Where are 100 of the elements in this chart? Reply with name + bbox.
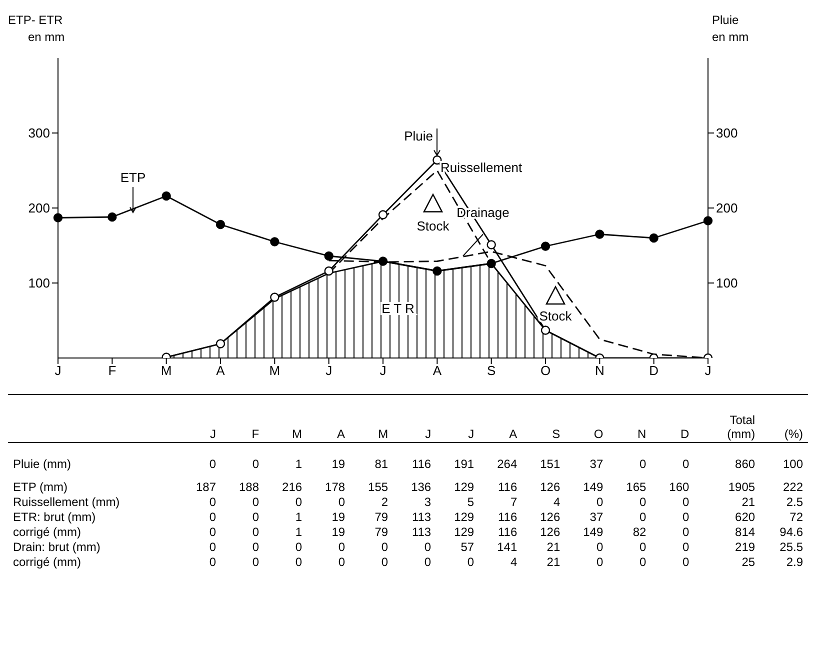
- data-label: 2.9: [785, 555, 804, 570]
- data-label: 0: [423, 555, 432, 570]
- data-label: 113: [410, 510, 432, 525]
- x-tick-label: D: [649, 363, 659, 378]
- data-label: 0: [208, 495, 218, 510]
- category-label: Total (mm): [726, 412, 756, 442]
- annotation: Stock: [539, 308, 572, 324]
- data-label: 0: [682, 540, 690, 555]
- data-label: 82: [632, 525, 648, 540]
- data-label: 126: [539, 479, 562, 495]
- data-label: 222: [782, 479, 804, 495]
- data-label: 116: [496, 479, 518, 495]
- y2-tick-label: 100: [716, 276, 738, 291]
- x-tick-label: A: [432, 363, 442, 378]
- data-label: 0: [638, 456, 648, 472]
- data-label: 0: [423, 540, 432, 555]
- data-label: 136: [410, 479, 432, 495]
- data-label: 264: [496, 456, 518, 472]
- data-label: 116: [410, 456, 432, 472]
- data-label: 151: [539, 456, 562, 472]
- y-axis-title: ETP- ETR en mm: [8, 12, 65, 46]
- data-label: 0: [294, 555, 304, 570]
- data-label: 0: [251, 495, 260, 510]
- data-label: 37: [588, 510, 604, 525]
- data-label: 0: [251, 555, 260, 570]
- x-tick-label: M: [269, 363, 280, 378]
- text: Drain: brut (mm): [12, 540, 102, 555]
- x-tick-label: J: [54, 363, 62, 378]
- data-label: 0: [638, 540, 648, 555]
- data-label: 5: [466, 495, 476, 510]
- data-label: 216: [281, 479, 304, 495]
- data-label: 1: [294, 525, 304, 540]
- text: corrigé (mm): [12, 555, 82, 570]
- x-tick-label: O: [540, 363, 551, 378]
- data-label: 0: [595, 540, 604, 555]
- data-label: 149: [582, 479, 604, 495]
- data-label: 0: [208, 456, 218, 472]
- category-label: A: [508, 426, 518, 442]
- data-label: 178: [324, 479, 346, 495]
- data-label: 21: [546, 555, 562, 570]
- data-label: 116: [496, 525, 518, 540]
- category-label: O: [592, 426, 604, 442]
- category-label: J: [467, 426, 476, 442]
- data-label: 620: [734, 510, 756, 525]
- y2-axis-title: Pluie en mm: [712, 12, 749, 46]
- category-label: N: [636, 426, 648, 442]
- data-label: 165: [625, 479, 648, 495]
- data-label: 37: [588, 456, 604, 472]
- data-label: 0: [208, 540, 218, 555]
- data-label: 191: [453, 456, 476, 472]
- data-label: 0: [682, 495, 690, 510]
- data-label: 0: [682, 510, 690, 525]
- x-tick-label: A: [216, 363, 226, 378]
- data-label: 0: [682, 555, 690, 570]
- annotation: Ruissellement: [440, 160, 523, 175]
- data-label: 814: [734, 525, 756, 540]
- data-label: 0: [380, 540, 390, 555]
- category-label: M: [291, 426, 304, 442]
- data-label: 7: [509, 495, 518, 510]
- data-label: 0: [638, 510, 648, 525]
- data-label: 0: [208, 555, 218, 570]
- data-label: 0: [208, 525, 218, 540]
- category-label: F: [250, 426, 260, 442]
- legend-label: Pluie: [404, 128, 433, 144]
- data-label: 129: [453, 525, 476, 540]
- data-label: 0: [638, 495, 648, 510]
- data-label: 19: [330, 456, 346, 472]
- data-label: 57: [460, 540, 476, 555]
- data-label: 129: [453, 510, 476, 525]
- x-tick-label: F: [108, 363, 116, 378]
- data-label: 0: [294, 495, 304, 510]
- data-label: 19: [330, 525, 346, 540]
- category-label: (%): [783, 426, 804, 442]
- category-label: D: [680, 426, 690, 442]
- text: ETR: brut (mm): [12, 510, 97, 525]
- category-label: J: [209, 426, 218, 442]
- category-label: A: [336, 426, 346, 442]
- x-tick-label: N: [594, 363, 604, 378]
- data-label: 0: [251, 456, 260, 472]
- y2-tick-label: 300: [716, 126, 738, 141]
- data-label: 0: [337, 540, 346, 555]
- data-label: 19: [330, 510, 346, 525]
- data-label: 126: [539, 510, 562, 525]
- data-label: 0: [466, 555, 476, 570]
- data-label: 81: [374, 456, 390, 472]
- category-label: S: [551, 426, 562, 442]
- data-label: 113: [410, 525, 432, 540]
- data-label: 79: [374, 510, 390, 525]
- data-label: 0: [294, 540, 304, 555]
- data-label: 860: [734, 456, 756, 472]
- data-label: 0: [251, 525, 260, 540]
- series-label: ETP: [120, 170, 146, 185]
- data-label: 25.5: [778, 540, 804, 555]
- data-label: 187: [194, 479, 218, 495]
- data-label: 4: [552, 495, 562, 510]
- data-label: 21: [546, 540, 562, 555]
- text: Ruissellement (mm): [12, 495, 121, 510]
- category-label: J: [424, 426, 432, 442]
- data-label: 160: [668, 479, 690, 495]
- data-label: 155: [367, 479, 390, 495]
